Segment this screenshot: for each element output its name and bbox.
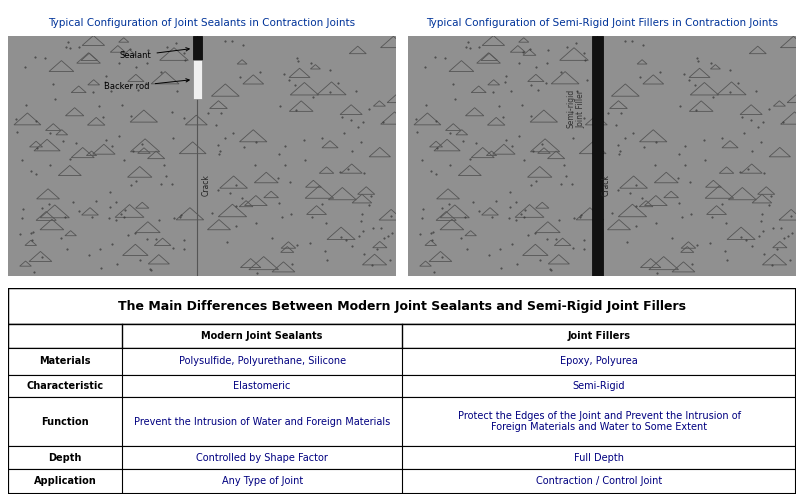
Bar [8,469,796,494]
Text: Function: Function [42,417,89,427]
Text: Backer rod: Backer rod [104,79,190,91]
Text: Elastomeric: Elastomeric [234,381,291,391]
Bar [8,447,796,469]
Text: Controlled by Shape Factor: Controlled by Shape Factor [196,453,328,463]
Text: Modern Joint Sealants: Modern Joint Sealants [202,331,323,341]
Bar [8,324,796,348]
Text: Any Type of Joint: Any Type of Joint [222,476,302,487]
Text: Semi-Rigid: Semi-Rigid [573,381,626,391]
Bar [193,60,202,99]
Text: Crack: Crack [602,174,611,196]
Bar [8,375,796,397]
Text: Typical Configuration of Joint Sealants in Contraction Joints: Typical Configuration of Joint Sealants … [49,18,355,28]
Text: Depth: Depth [49,453,82,463]
Text: Sealant: Sealant [120,47,190,60]
Text: Joint Fillers: Joint Fillers [567,331,630,341]
Text: Semi-rigid
Joint Filler: Semi-rigid Joint Filler [566,89,586,128]
Text: The Main Differences Between Modern Joint Sealants and Semi-Rigid Joint Fillers: The Main Differences Between Modern Join… [118,300,686,313]
Text: Materials: Materials [39,356,91,366]
Text: Epoxy, Polyurea: Epoxy, Polyurea [560,356,638,366]
Text: Application: Application [34,476,97,487]
Text: Prevent the Intrusion of Water and Foreign Materials: Prevent the Intrusion of Water and Forei… [134,417,390,427]
Text: Crack: Crack [202,174,211,196]
Text: Polysulfide, Polyurethane, Silicone: Polysulfide, Polyurethane, Silicone [178,356,346,366]
Text: Protect the Edges of the Joint and Prevent the Intrusion of
Foreign Materials an: Protect the Edges of the Joint and Preve… [458,411,741,432]
Text: Typical Configuration of Semi-Rigid Joint Fillers in Contraction Joints: Typical Configuration of Semi-Rigid Join… [426,18,778,28]
Text: Full Depth: Full Depth [574,453,624,463]
Bar [193,36,202,60]
Bar [8,397,796,447]
Bar [8,348,796,375]
Bar [8,288,796,324]
Text: Contraction / Control Joint: Contraction / Control Joint [536,476,662,487]
Bar [591,36,603,276]
Text: Characteristic: Characteristic [26,381,104,391]
